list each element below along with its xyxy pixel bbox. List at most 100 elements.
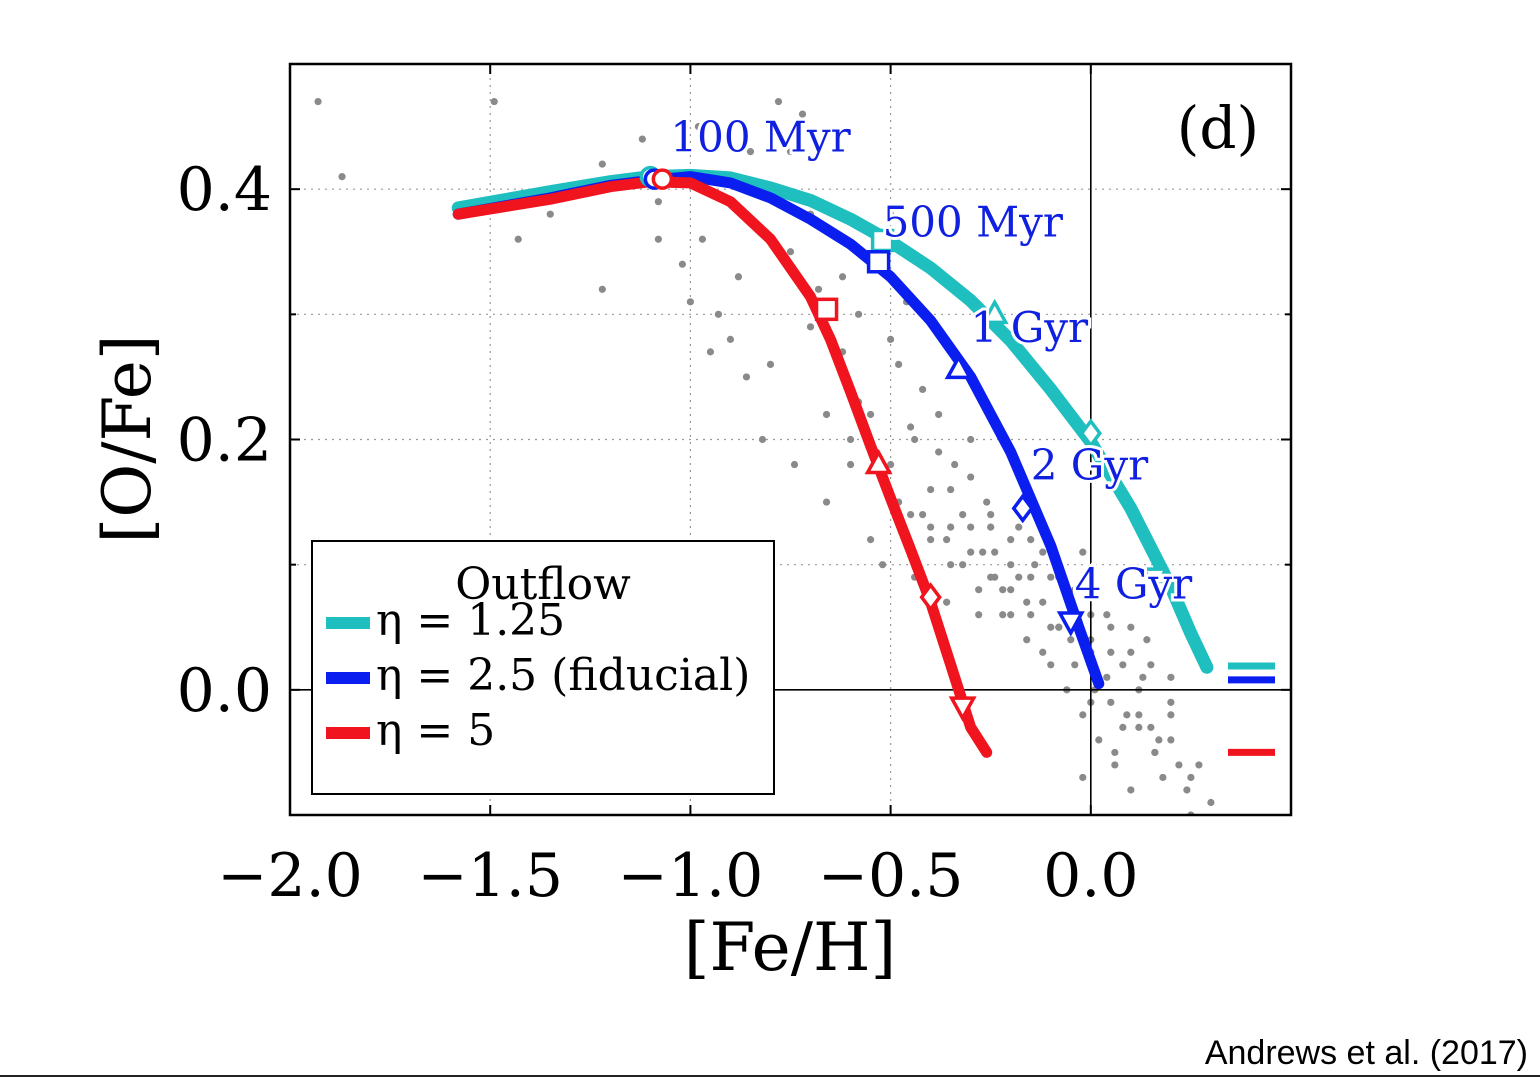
star-point bbox=[838, 273, 847, 281]
star-point bbox=[758, 435, 767, 444]
star-point bbox=[1127, 623, 1135, 631]
star-point bbox=[927, 523, 935, 531]
star-point bbox=[1039, 548, 1047, 556]
star-point bbox=[991, 548, 999, 556]
star-point bbox=[1071, 586, 1079, 594]
marker-square bbox=[866, 250, 891, 274]
star-point bbox=[1067, 636, 1075, 644]
star-point bbox=[1103, 673, 1111, 681]
star-point bbox=[1007, 586, 1015, 594]
equilibrium-markers bbox=[1228, 662, 1275, 756]
panel-label: (d) bbox=[1177, 94, 1259, 162]
star-point bbox=[979, 548, 987, 556]
scatter-points bbox=[314, 97, 1215, 815]
star-point bbox=[935, 410, 943, 419]
star-point bbox=[822, 498, 831, 506]
marker-triangle-down bbox=[1140, 567, 1169, 593]
star-point bbox=[959, 510, 967, 519]
star-point bbox=[546, 210, 554, 218]
star-point bbox=[1167, 698, 1175, 706]
star-point bbox=[1139, 673, 1147, 681]
y-tick-label: 0.4 bbox=[177, 155, 272, 225]
star-point bbox=[1047, 623, 1055, 631]
star-point bbox=[887, 460, 895, 469]
legend-label: η = 1.25 bbox=[376, 595, 565, 646]
star-point bbox=[999, 586, 1007, 594]
star-point bbox=[1183, 786, 1191, 794]
time-label: 500 Myr bbox=[883, 198, 1064, 247]
star-point bbox=[1027, 536, 1035, 544]
star-point bbox=[947, 561, 955, 569]
star-point bbox=[598, 160, 606, 168]
star-point bbox=[1055, 623, 1063, 631]
star-point bbox=[1079, 711, 1087, 719]
marker-square bbox=[814, 297, 839, 322]
star-point bbox=[1167, 673, 1175, 681]
marker-diamond bbox=[919, 582, 942, 613]
star-point bbox=[1047, 573, 1055, 581]
star-point bbox=[714, 310, 723, 318]
star-point bbox=[1095, 736, 1103, 744]
star-point bbox=[598, 285, 606, 293]
star-point bbox=[1107, 698, 1115, 706]
star-point bbox=[1151, 748, 1159, 757]
legend-title: Outflow bbox=[455, 559, 631, 610]
star-point bbox=[1023, 636, 1031, 644]
star-point bbox=[822, 410, 831, 419]
star-point bbox=[786, 148, 795, 156]
star-point bbox=[1187, 773, 1195, 782]
star-point bbox=[1079, 548, 1087, 556]
star-point bbox=[1155, 736, 1163, 744]
star-point bbox=[514, 235, 522, 243]
x-axis-label: [Fe/H] bbox=[684, 909, 897, 986]
star-point bbox=[887, 335, 895, 343]
star-point bbox=[1107, 648, 1115, 656]
star-point bbox=[1103, 611, 1111, 619]
marker-triangle-down bbox=[948, 696, 977, 722]
y-tick-label: 0.2 bbox=[177, 406, 272, 476]
time-label: 2 Gyr bbox=[1031, 441, 1149, 490]
star-point bbox=[746, 148, 755, 156]
star-point bbox=[638, 135, 646, 143]
star-point bbox=[678, 260, 686, 268]
star-point bbox=[1007, 611, 1015, 619]
legend: Outflow η = 1.25η = 2.5 (fiducial)η = 5 bbox=[311, 540, 775, 795]
x-tick-label: 0.0 bbox=[1043, 841, 1138, 911]
y-axis-label: [O/Fe] bbox=[89, 334, 166, 543]
citation: Andrews et al. (2017) bbox=[1204, 1034, 1528, 1072]
star-point bbox=[895, 360, 903, 368]
time-label: 1 Gyr bbox=[971, 303, 1089, 352]
time-label: 4 Gyr bbox=[1075, 559, 1193, 608]
star-point bbox=[866, 536, 875, 544]
y-tick-label: 0.0 bbox=[177, 656, 272, 726]
star-point bbox=[1175, 761, 1183, 769]
star-point bbox=[798, 110, 807, 118]
star-point bbox=[987, 573, 995, 581]
legend-label: η = 5 bbox=[376, 705, 495, 756]
star-point bbox=[907, 510, 915, 519]
star-point bbox=[1039, 648, 1047, 656]
star-point bbox=[1015, 573, 1023, 581]
star-point bbox=[1127, 648, 1135, 656]
series-line bbox=[452, 176, 993, 758]
star-point bbox=[1143, 636, 1151, 644]
star-point bbox=[1147, 723, 1155, 731]
star-point bbox=[846, 435, 855, 444]
star-point bbox=[706, 348, 715, 356]
legend-label: η = 2.5 (fiducial) bbox=[376, 650, 750, 701]
x-tick-label: −2.0 bbox=[217, 841, 363, 911]
star-point bbox=[947, 523, 955, 531]
star-point bbox=[919, 385, 927, 394]
star-point bbox=[1111, 761, 1119, 769]
star-point bbox=[686, 298, 695, 306]
star-point bbox=[1119, 723, 1127, 731]
star-point bbox=[1111, 748, 1119, 757]
star-point bbox=[1015, 523, 1023, 531]
star-point bbox=[774, 97, 783, 106]
star-point bbox=[967, 473, 975, 481]
star-point bbox=[1007, 536, 1015, 544]
time-label: 100 Myr bbox=[670, 113, 851, 162]
star-point bbox=[911, 435, 919, 444]
star-point bbox=[967, 548, 975, 556]
